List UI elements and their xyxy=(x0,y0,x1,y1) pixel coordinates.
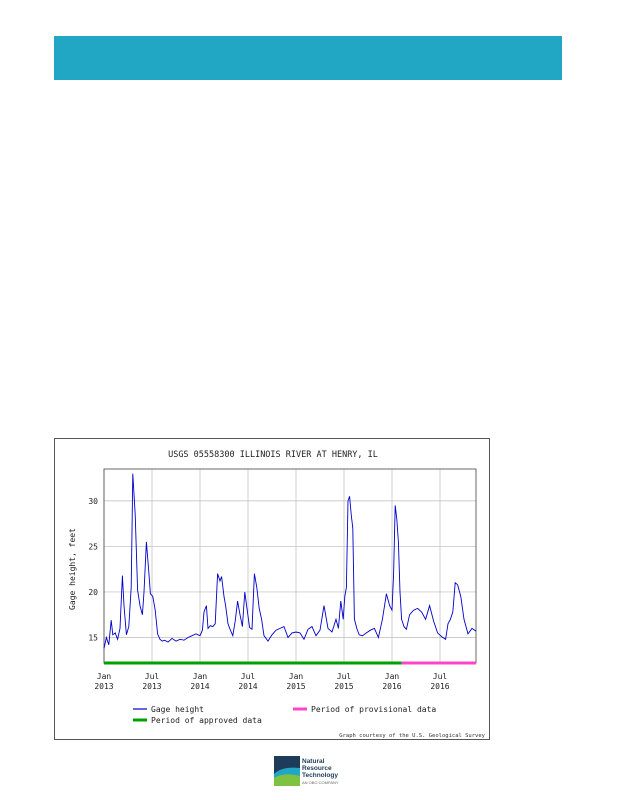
y-tick-labels: 15 20 25 30 xyxy=(88,497,98,643)
header-band xyxy=(54,36,562,80)
x-tick-label: 2015 xyxy=(334,682,353,691)
x-tick-label: 2013 xyxy=(94,682,113,691)
x-tick-label: Jan xyxy=(289,672,304,681)
logo-line-1: Natural xyxy=(302,758,325,765)
x-tick-label: Jul xyxy=(241,672,256,681)
x-tick-label: Jan xyxy=(385,672,400,681)
x-tick-label: 2015 xyxy=(286,682,305,691)
logo-line-4: AN OBG COMPANY xyxy=(302,780,339,785)
logo-line-3: Technology xyxy=(302,772,338,779)
x-tick-label: 2016 xyxy=(382,682,401,691)
gage-height-chart: USGS 05558300 ILLINOIS RIVER AT HENRY, I… xyxy=(54,438,490,740)
x-tick-label: 2013 xyxy=(142,682,161,691)
y-tick-label: 30 xyxy=(88,497,98,506)
x-tick-label: Jan xyxy=(97,672,112,681)
legend-label-approved: Period of approved data xyxy=(151,716,262,725)
legend-label-gage: Gage height xyxy=(151,705,204,714)
x-tick-label: Jul xyxy=(145,672,160,681)
y-axis-label: Gage height, feet xyxy=(68,528,77,610)
company-logo: Natural Resource Technology AN OBG COMPA… xyxy=(274,756,354,792)
chart-canvas: USGS 05558300 ILLINOIS RIVER AT HENRY, I… xyxy=(68,450,486,739)
logo-mark-icon xyxy=(274,756,300,786)
y-tick-label: 25 xyxy=(88,542,98,551)
logo-line-2: Resource xyxy=(302,765,332,772)
x-tick-label: Jul xyxy=(337,672,352,681)
x-tick-label: 2014 xyxy=(238,682,257,691)
x-tick-labels: Jan2013Jul2013Jan2014Jul2014Jan2015Jul20… xyxy=(94,672,449,691)
plot-area xyxy=(103,468,477,664)
logo-wordmark: Natural Resource Technology AN OBG COMPA… xyxy=(302,758,339,786)
x-tick-label: Jan xyxy=(193,672,208,681)
x-tick-label: Jul xyxy=(433,672,448,681)
gage-height-line xyxy=(103,473,477,649)
y-tick-label: 20 xyxy=(88,588,98,597)
chart-title: USGS 05558300 ILLINOIS RIVER AT HENRY, I… xyxy=(168,450,378,460)
y-tick-label: 15 xyxy=(88,633,98,642)
x-tick-label: 2014 xyxy=(190,682,209,691)
x-tick-label: 2016 xyxy=(430,682,449,691)
legend-label-provisional: Period of provisional data xyxy=(311,705,436,714)
grid-layer xyxy=(103,469,476,663)
chart-credit: Graph courtesy of the U.S. Geological Su… xyxy=(339,733,485,739)
